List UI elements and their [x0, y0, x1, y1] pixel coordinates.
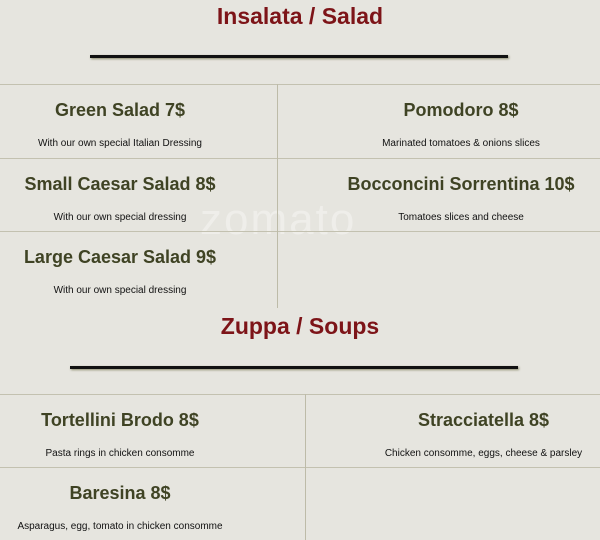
item-name: Small Caesar Salad 8$: [24, 174, 216, 194]
menu-item: Tortellini Brodo 8$ Pasta rings in chick…: [0, 394, 240, 467]
item-description: With our own special dressing: [53, 212, 187, 223]
grid-line: [0, 394, 600, 395]
item-description: Tomatoes slices and cheese: [398, 212, 524, 223]
item-name: Baresina 8$: [69, 483, 171, 503]
menu-item: Small Caesar Salad 8$ With our own speci…: [0, 158, 240, 231]
item-name: Bocconcini Sorrentina 10$: [347, 174, 575, 194]
grid-line: [305, 394, 306, 540]
menu-item: Pomodoro 8$ Marinated tomatoes & onions …: [322, 84, 600, 157]
menu-item: Large Caesar Salad 9$ With our own speci…: [0, 231, 240, 304]
grid-line: [0, 158, 600, 159]
item-description: Chicken consomme, eggs, cheese & parsley: [384, 448, 583, 459]
soups-section-title: Zuppa / Soups: [220, 313, 380, 339]
grid-line: [0, 231, 600, 232]
item-description: Marinated tomatoes & onions slices: [382, 138, 540, 149]
item-name: Stracciatella 8$: [417, 410, 550, 430]
grid-line: [0, 84, 600, 85]
soups-divider-rule: [70, 366, 518, 369]
grid-line: [0, 467, 600, 468]
item-description: With our own special dressing: [53, 285, 187, 296]
item-name: Green Salad 7$: [54, 100, 186, 120]
salad-divider-rule: [90, 55, 508, 58]
menu-item: Baresina 8$ Asparagus, egg, tomato in ch…: [0, 467, 240, 540]
menu-item: Green Salad 7$ With our own special Ital…: [0, 84, 240, 157]
grid-line: [277, 84, 278, 308]
item-name: Large Caesar Salad 9$: [23, 247, 217, 267]
item-name: Pomodoro 8$: [403, 100, 519, 120]
salad-section-title: Insalata / Salad: [216, 3, 384, 29]
menu-item: Bocconcini Sorrentina 10$ Tomatoes slice…: [322, 158, 600, 231]
item-description: Pasta rings in chicken consomme: [45, 448, 195, 459]
item-description: Asparagus, egg, tomato in chicken consom…: [17, 521, 223, 532]
item-description: With our own special Italian Dressing: [38, 138, 202, 149]
menu-item: Stracciatella 8$ Chicken consomme, eggs,…: [367, 394, 600, 467]
item-name: Tortellini Brodo 8$: [41, 410, 199, 430]
